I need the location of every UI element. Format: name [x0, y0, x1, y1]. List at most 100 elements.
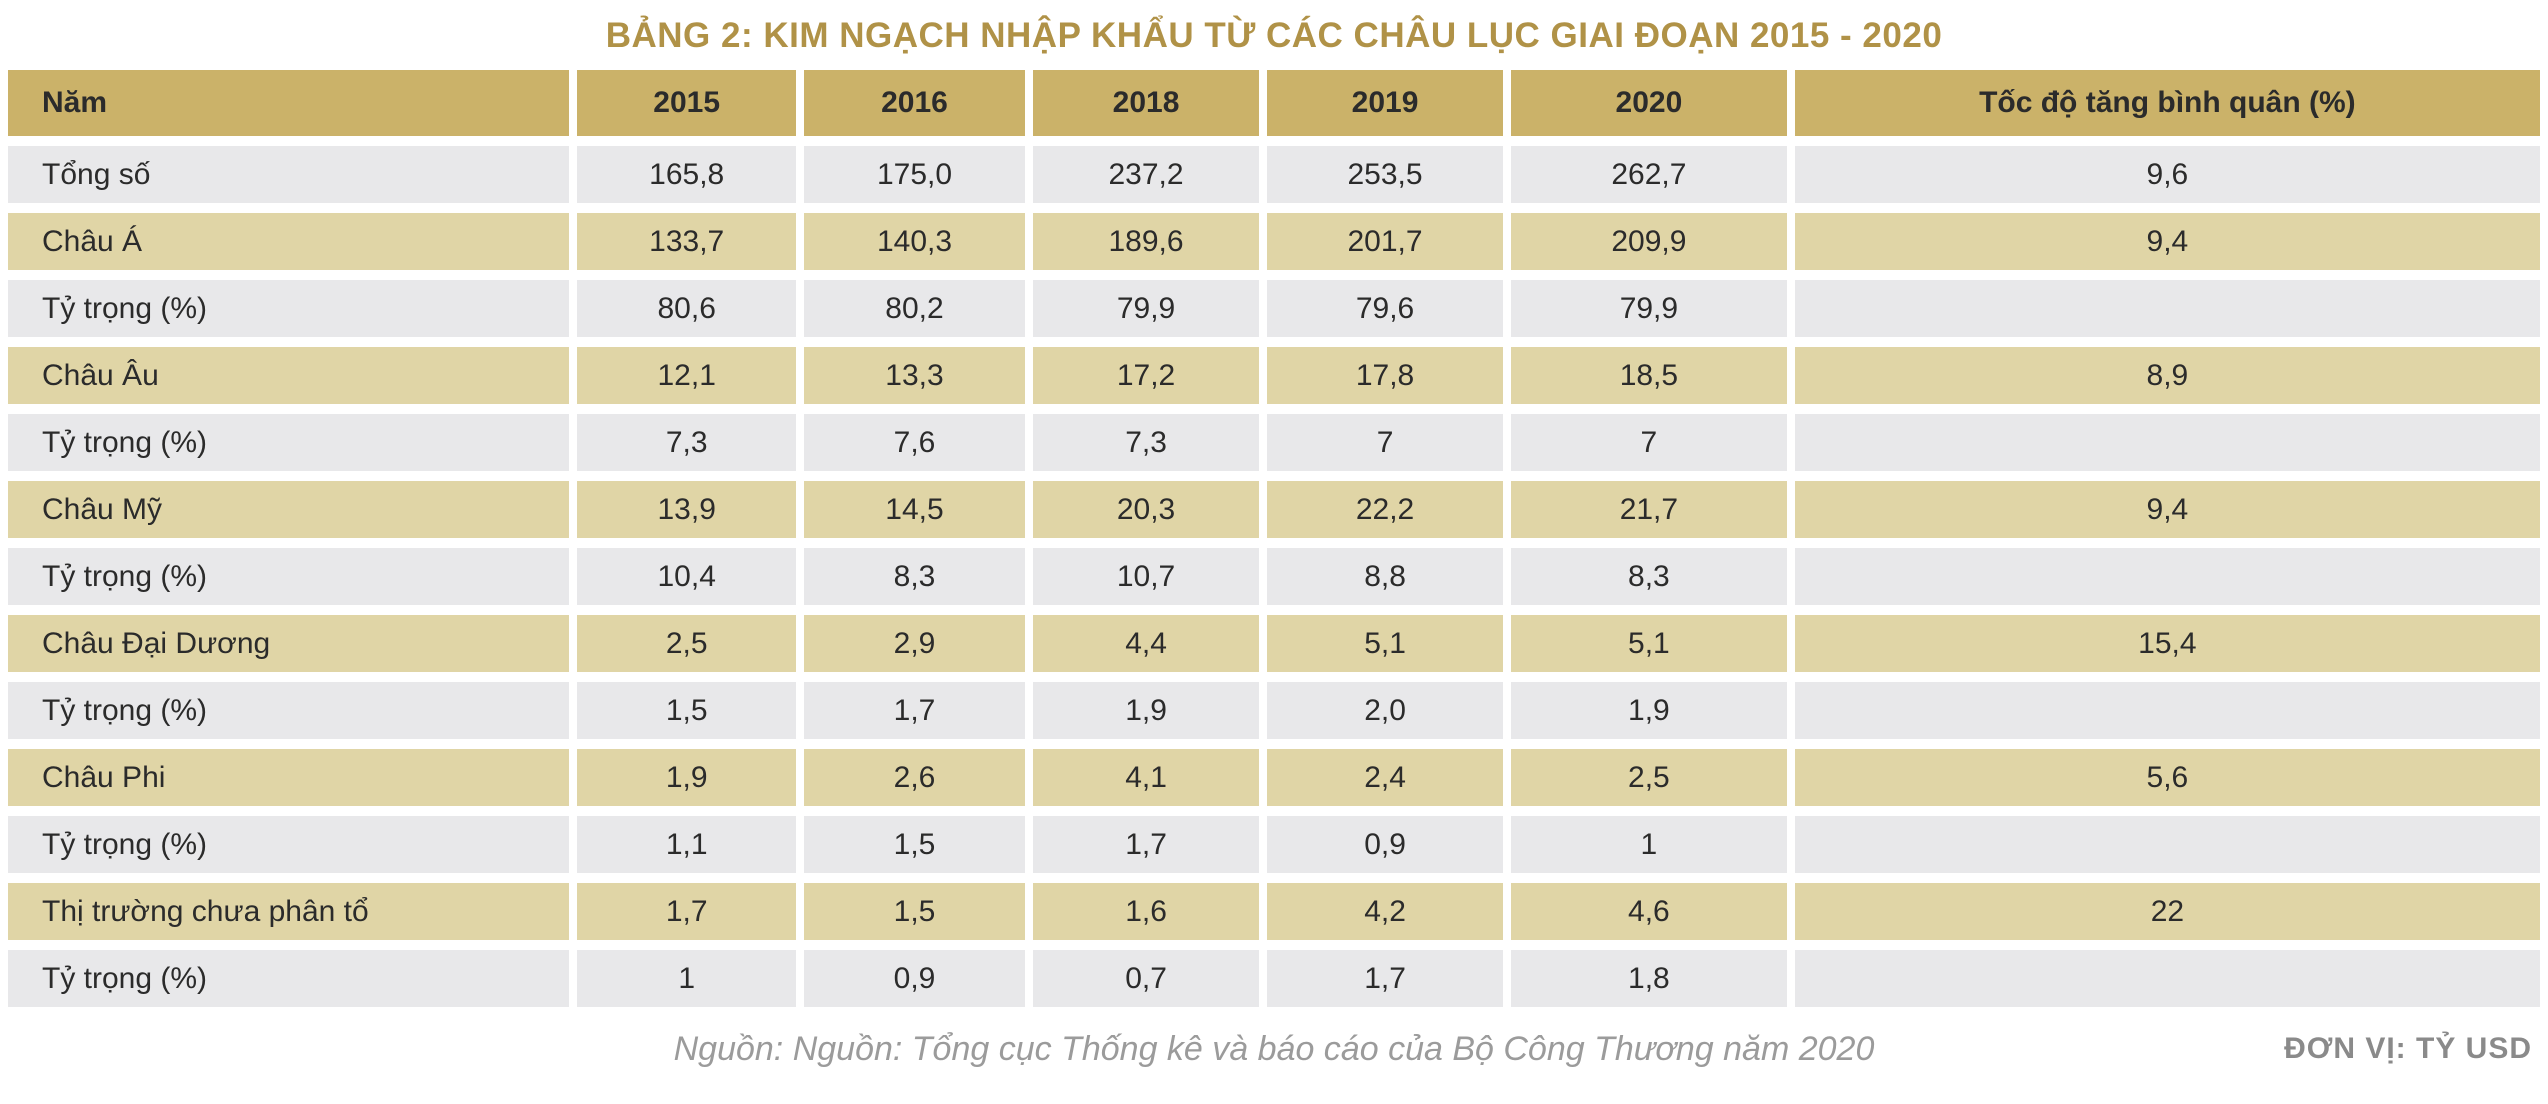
table-cell: 15,4	[1794, 615, 2540, 672]
table-cell: 262,7	[1511, 146, 1787, 203]
row-label: Châu Phi	[8, 749, 570, 806]
table-footer: Nguồn: Nguồn: Tổng cục Thống kê và báo c…	[0, 1019, 2548, 1083]
table-cell: 1,9	[1033, 682, 1260, 739]
table-cell: 1	[577, 950, 796, 1007]
row-label: Châu Mỹ	[8, 481, 570, 538]
table-row: Châu Phi 1,9 2,6 4,1 2,4 2,5 5,6	[8, 749, 2540, 806]
table-header-row: Năm 2015 2016 2018 2019 2020 Tốc độ tăng bình …	[8, 70, 2540, 136]
table-cell: 22,2	[1267, 481, 1504, 538]
table-cell: 140,3	[803, 213, 1026, 270]
row-label: Tỷ trọng (%)	[8, 548, 570, 605]
table-cell: 201,7	[1267, 213, 1504, 270]
table-cell: 79,6	[1267, 280, 1504, 337]
unit-note: ĐƠN VỊ: TỶ USD	[2284, 1032, 2532, 1065]
table-cell: 7	[1511, 414, 1787, 471]
table-cell: 8,8	[1267, 548, 1504, 605]
table-body: Tổng số 165,8 175,0 237,2 253,5 262,7 9,6 Châu …	[8, 146, 2540, 1007]
row-label: Châu Đại Dương	[8, 615, 570, 672]
table-cell: 4,2	[1267, 883, 1504, 940]
table-cell: 2,4	[1267, 749, 1504, 806]
table-cell: 9,4	[1794, 213, 2540, 270]
table-cell: 8,9	[1794, 347, 2540, 404]
row-label: Tỷ trọng (%)	[8, 950, 570, 1007]
table-cell: 253,5	[1267, 146, 1504, 203]
row-label: Tỷ trọng (%)	[8, 414, 570, 471]
table-cell: 2,9	[803, 615, 1026, 672]
table-cell: 209,9	[1511, 213, 1787, 270]
table-cell: 2,5	[1511, 749, 1787, 806]
row-label: Thị trường chưa phân tổ	[8, 883, 570, 940]
table-cell: 8,3	[803, 548, 1026, 605]
row-label: Tỷ trọng (%)	[8, 682, 570, 739]
table-cell: 4,6	[1511, 883, 1787, 940]
row-label: Tỷ trọng (%)	[8, 280, 570, 337]
table-cell: 5,6	[1794, 749, 2540, 806]
table-cell: 1,7	[1033, 816, 1260, 873]
table-cell	[1794, 414, 2540, 471]
column-header: 2019	[1267, 70, 1504, 136]
table-cell: 1,8	[1511, 950, 1787, 1007]
table-cell: 1,7	[577, 883, 796, 940]
table-row: Tỷ trọng (%) 1,1 1,5 1,7 0,9 1	[8, 816, 2540, 873]
row-label: Châu Âu	[8, 347, 570, 404]
table-cell: 79,9	[1511, 280, 1787, 337]
column-header: Năm	[8, 70, 570, 136]
table-cell: 133,7	[577, 213, 796, 270]
table-cell: 22	[1794, 883, 2540, 940]
table-row: Tổng số 165,8 175,0 237,2 253,5 262,7 9,6	[8, 146, 2540, 203]
table-cell: 13,3	[803, 347, 1026, 404]
table-cell: 5,1	[1267, 615, 1504, 672]
table-title: BẢNG 2: KIM NGẠCH NHẬP KHẨU TỪ CÁC CHÂU …	[605, 16, 1943, 55]
table-cell: 21,7	[1511, 481, 1787, 538]
table-row: Tỷ trọng (%) 7,3 7,6 7,3 7 7	[8, 414, 2540, 471]
table-cell: 1,7	[803, 682, 1026, 739]
table-cell	[1794, 548, 2540, 605]
table-cell: 165,8	[577, 146, 796, 203]
table-cell: 237,2	[1033, 146, 1260, 203]
table-row: Tỷ trọng (%) 10,4 8,3 10,7 8,8 8,3	[8, 548, 2540, 605]
table-cell: 18,5	[1511, 347, 1787, 404]
table-cell	[1794, 280, 2540, 337]
table-cell: 0,9	[1267, 816, 1504, 873]
table-cell: 4,4	[1033, 615, 1260, 672]
table-cell: 7	[1267, 414, 1504, 471]
table-cell	[1794, 950, 2540, 1007]
table-cell: 1,9	[577, 749, 796, 806]
table-cell: 2,5	[577, 615, 796, 672]
table-cell: 7,3	[1033, 414, 1260, 471]
table-cell: 1,5	[803, 883, 1026, 940]
table-cell: 79,9	[1033, 280, 1260, 337]
table-cell: 10,7	[1033, 548, 1260, 605]
table-cell: 17,8	[1267, 347, 1504, 404]
row-label: Châu Á	[8, 213, 570, 270]
table-cell: 10,4	[577, 548, 796, 605]
table-cell: 1,5	[577, 682, 796, 739]
table-cell: 1,7	[1267, 950, 1504, 1007]
row-label: Tổng số	[8, 146, 570, 203]
table-cell: 80,2	[803, 280, 1026, 337]
table-cell: 175,0	[803, 146, 1026, 203]
table-cell: 13,9	[577, 481, 796, 538]
source-note: Nguồn: Nguồn: Tổng cục Thống kê và báo c…	[673, 1030, 1875, 1068]
table-cell: 0,7	[1033, 950, 1260, 1007]
table-cell: 1,9	[1511, 682, 1787, 739]
table-cell: 1,5	[803, 816, 1026, 873]
column-header: 2016	[803, 70, 1026, 136]
table-cell	[1794, 816, 2540, 873]
table-cell: 20,3	[1033, 481, 1260, 538]
table-cell: 5,1	[1511, 615, 1787, 672]
table-cell: 0,9	[803, 950, 1026, 1007]
table-cell: 9,6	[1794, 146, 2540, 203]
table-cell: 12,1	[577, 347, 796, 404]
table-cell: 1,1	[577, 816, 796, 873]
table-cell: 189,6	[1033, 213, 1260, 270]
row-label: Tỷ trọng (%)	[8, 816, 570, 873]
table-cell: 4,1	[1033, 749, 1260, 806]
table-cell: 2,6	[803, 749, 1026, 806]
table-row: Châu Á 133,7 140,3 189,6 201,7 209,9 9,4	[8, 213, 2540, 270]
column-header: Tốc độ tăng bình quân (%)	[1794, 70, 2540, 136]
table-cell	[1794, 682, 2540, 739]
column-header: 2020	[1511, 70, 1787, 136]
table-cell: 7,6	[803, 414, 1026, 471]
table-cell: 8,3	[1511, 548, 1787, 605]
